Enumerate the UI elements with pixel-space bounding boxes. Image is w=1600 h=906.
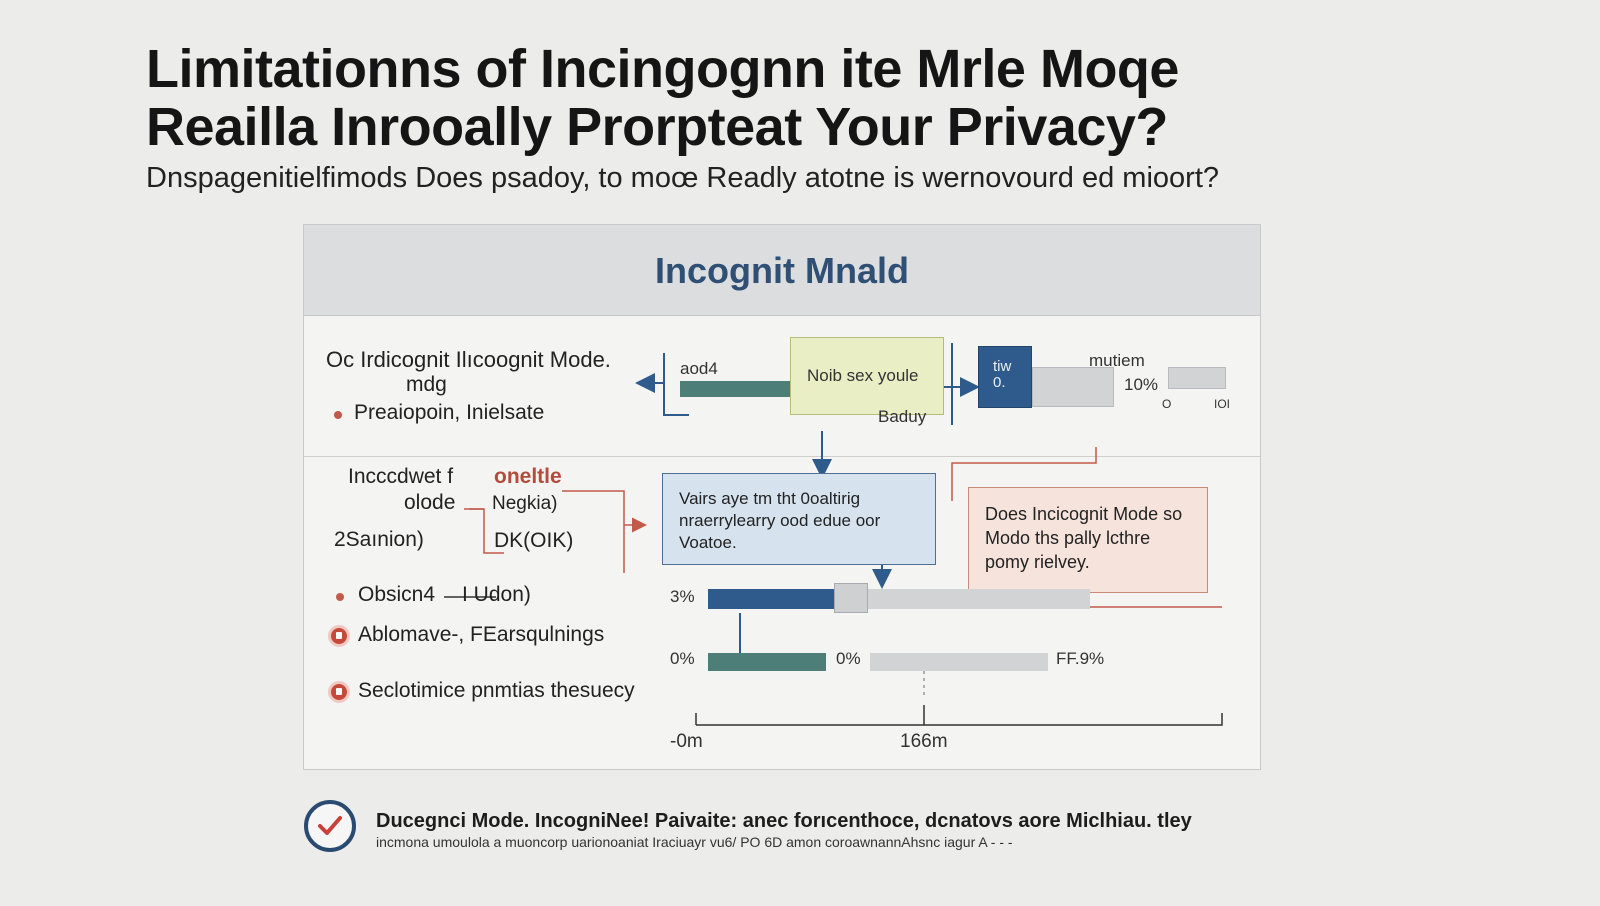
row1-right-value: 10% bbox=[1124, 375, 1159, 394]
bullet-icon bbox=[336, 593, 344, 601]
page-title-line-1: Limitationns of Incingognn ite Mrle Moqe bbox=[146, 39, 1179, 99]
axis-left-label: -0m bbox=[670, 731, 703, 752]
row-divider bbox=[304, 456, 1260, 457]
row2-bar1-handle bbox=[834, 583, 868, 613]
row1-grey-bar bbox=[1032, 367, 1114, 407]
row1-axis-left: O bbox=[1162, 397, 1172, 411]
row2-bar1-grey bbox=[868, 589, 1090, 609]
row1-note-text: Noib sex youle bbox=[807, 366, 919, 385]
row2-bar1-label: 3% bbox=[670, 587, 695, 606]
row1-bullet: Preaiopoin, Inielsate bbox=[354, 401, 545, 424]
row1-label-sub: mdg bbox=[406, 373, 447, 396]
check-circle-icon bbox=[304, 800, 356, 852]
axis-mid-label: 166m bbox=[900, 731, 948, 752]
row2-bullet-3: Seclotimice pnmtias thesuecy bbox=[358, 679, 635, 702]
connector-lines bbox=[444, 343, 1223, 726]
row2-bar2-teal bbox=[708, 653, 826, 671]
row1-blue-box-label: tiw 0. bbox=[993, 358, 1012, 391]
footer-line-2: incmona umoulola a muoncorp uarionoaniat… bbox=[376, 834, 1013, 850]
row2-label-c: 2Saınion) bbox=[334, 528, 424, 551]
diagram-panel: Incognit Mnald bbox=[303, 224, 1261, 770]
row2-label-b-value: Negkia) bbox=[492, 493, 558, 514]
row1-label-main: Oc Irdicognit Ilıcoognit Mode. bbox=[326, 347, 611, 372]
page-subtitle: Dnspagenitielfimods Does psadoy, to moœ … bbox=[146, 162, 1219, 194]
row1-bar-label: aod4 bbox=[680, 359, 718, 378]
row1-note-caption: Baduy bbox=[878, 407, 927, 426]
row2-bar1-blue bbox=[708, 589, 834, 609]
row1-blue-box: tiw 0. bbox=[978, 346, 1032, 408]
row2-label-a2: oneltle bbox=[494, 465, 562, 488]
row2-label-c-value: DK(OIK) bbox=[494, 529, 574, 552]
panel-heading: Incognit Mnald bbox=[304, 225, 1260, 316]
row2-label-b: olode bbox=[404, 491, 456, 514]
row2-center-box: Vairs aye tm tht 0oaltirig nraerrylearry… bbox=[662, 473, 936, 565]
row2-bullet-2: Ablomave-, FEarsqulnings bbox=[358, 623, 605, 646]
row1-axis-right: IOI bbox=[1214, 397, 1231, 411]
row1-grey-bar-small bbox=[1168, 367, 1226, 389]
alert-icon bbox=[328, 681, 350, 703]
row1-right-label: mutiem bbox=[1089, 351, 1145, 370]
bracket-line bbox=[663, 353, 689, 416]
footer-line-1: Ducegnci Mode. IncogniNee! Paivaite: ane… bbox=[376, 810, 1192, 832]
row2-label-a1: Incccdwet f bbox=[348, 465, 454, 488]
row2-bar2-mid: 0% bbox=[836, 649, 861, 668]
row2-bar2-grey bbox=[870, 653, 1048, 671]
row1-bar bbox=[680, 381, 790, 397]
page-title-line-2: Reailla Inrooally Prorptеat Your Privacy… bbox=[146, 97, 1168, 157]
row2-bar2-label: 0% bbox=[670, 649, 695, 668]
row2-bullet-1: Obsicn4 bbox=[358, 583, 436, 606]
row1-note-box: Noib sex youle bbox=[790, 337, 944, 415]
bullet-icon bbox=[334, 411, 342, 419]
alert-icon bbox=[328, 625, 350, 647]
row2-bar2-right: FF.9% bbox=[1056, 649, 1105, 668]
row2-right-box: Does Incicognit Mode so Modo ths pally l… bbox=[968, 487, 1208, 593]
row2-bullet-1-value: I Udon) bbox=[462, 583, 531, 606]
